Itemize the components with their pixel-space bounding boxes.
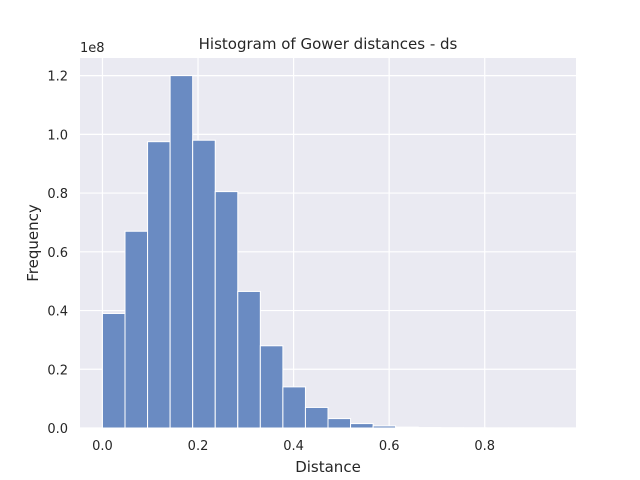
- x-tick-label: 0.6: [379, 439, 400, 454]
- y-tick-label: 0.8: [47, 187, 68, 202]
- histogram-bar: [192, 139, 216, 429]
- y-offset-label: 1e8: [80, 41, 105, 56]
- y-tick-label: 0.2: [47, 363, 68, 378]
- y-tick-label: 0.6: [47, 246, 68, 261]
- histogram-bar: [101, 312, 126, 429]
- histogram-bar: [327, 418, 352, 429]
- x-tick-label: 0.0: [92, 439, 113, 454]
- histogram-bar: [372, 425, 397, 429]
- histogram-bar: [237, 290, 261, 429]
- bars: [101, 75, 555, 429]
- y-tick-label: 1.2: [47, 70, 68, 85]
- x-axis-ticks: 0.0 0.2 0.4 0.6 0.8: [92, 439, 495, 454]
- histogram-bar: [350, 423, 374, 429]
- y-tick-label: 0.0: [47, 422, 68, 437]
- histogram-bar: [214, 191, 239, 429]
- histogram-bar: [395, 426, 419, 429]
- y-axis-ticks: 0.0 0.2 0.4 0.6 0.8 1.0 1.2: [47, 70, 68, 437]
- x-tick-label: 0.8: [474, 439, 495, 454]
- y-tick-label: 0.4: [47, 305, 68, 320]
- histogram-bar: [169, 75, 194, 429]
- histogram-bar: [304, 406, 329, 429]
- histogram-bar: [147, 141, 171, 429]
- histogram-bar: [282, 386, 306, 429]
- x-axis-label: Distance: [295, 458, 361, 476]
- histogram-bar: [259, 345, 284, 429]
- chart-title: Histogram of Gower distances - ds: [199, 35, 458, 53]
- x-tick-label: 0.4: [283, 439, 304, 454]
- histogram-bar: [124, 230, 149, 429]
- y-axis-label: Frequency: [24, 204, 42, 282]
- y-tick-label: 1.0: [47, 128, 68, 143]
- x-tick-label: 0.2: [188, 439, 209, 454]
